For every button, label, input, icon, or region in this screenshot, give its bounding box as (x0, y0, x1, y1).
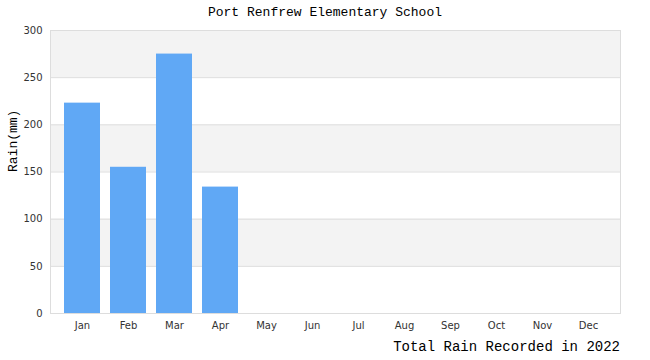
svg-text:Jun: Jun (304, 320, 321, 331)
svg-text:200: 200 (23, 119, 42, 130)
html-text:Total Rain Recorded in 2022: Total Rain Recorded in 2022 (393, 339, 620, 355)
svg-text:Aug: Aug (395, 320, 415, 331)
svg-text:Mar: Mar (165, 320, 185, 331)
html-text:Port Renfrew Elementary School: Port Renfrew Elementary School (208, 5, 442, 20)
svg-text:May: May (256, 320, 277, 331)
svg-text:Apr: Apr (212, 320, 230, 331)
svg-text:150: 150 (23, 166, 42, 177)
svg-text:Nov: Nov (533, 320, 553, 331)
svg-text:Jan: Jan (74, 320, 90, 331)
svg-text:Dec: Dec (579, 320, 598, 331)
svg-text:250: 250 (23, 72, 42, 83)
svg-text:Oct: Oct (488, 320, 505, 331)
svg-text:300: 300 (23, 25, 42, 36)
svg-text:Rain(mm): Rain(mm) (6, 110, 21, 172)
svg-text:Jul: Jul (351, 320, 364, 331)
svg-text:0: 0 (36, 308, 42, 319)
svg-text:Sep: Sep (441, 320, 460, 331)
svg-text:Feb: Feb (120, 320, 138, 331)
svg-text:100: 100 (23, 213, 42, 224)
svg-text:50: 50 (30, 261, 43, 272)
